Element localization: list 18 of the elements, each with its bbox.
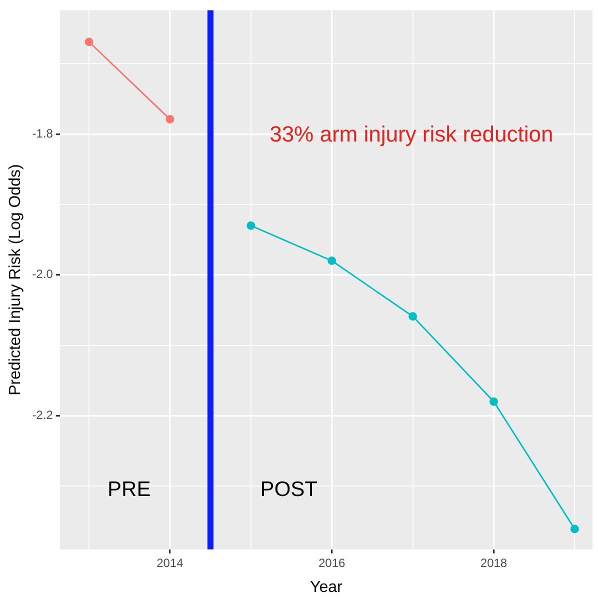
x-tick-label: 2018 — [480, 556, 508, 570]
point — [328, 256, 336, 266]
y-tick-label: -2.0 — [32, 267, 54, 282]
point — [408, 312, 418, 321]
point — [570, 524, 579, 534]
x-tick-label: 2016 — [318, 556, 346, 570]
point — [166, 115, 174, 124]
y-tick-label: -1.8 — [32, 126, 54, 140]
y-axis-title: Predicted Injury Risk (Log Odds) — [7, 164, 24, 396]
point — [489, 397, 498, 406]
annotation: 33% arm injury risk reduction — [270, 121, 554, 146]
y-tick-label: -2.2 — [32, 408, 54, 422]
point — [246, 221, 256, 230]
x-axis-title: Year — [310, 578, 344, 596]
annotation: POST — [260, 478, 318, 501]
x-tick-label: 2014 — [156, 556, 184, 570]
point — [84, 38, 94, 46]
annotation: PRE — [108, 478, 151, 501]
